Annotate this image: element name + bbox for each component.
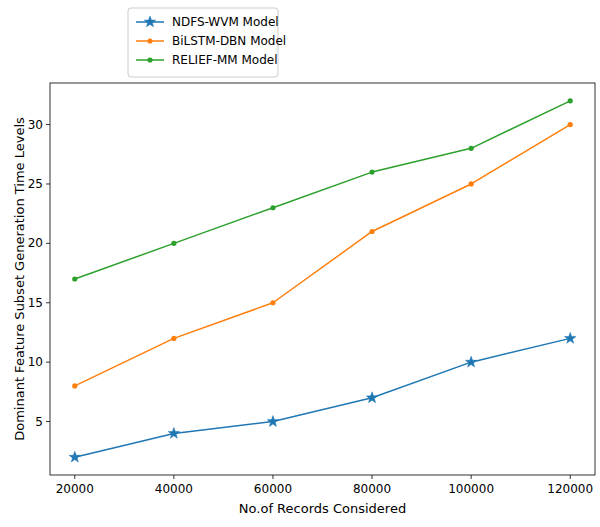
x-tick — [272, 475, 273, 479]
legend-label: RELIEF-MM Model — [172, 53, 278, 67]
point — [369, 169, 374, 174]
point — [565, 332, 576, 343]
plot-area — [69, 98, 576, 462]
legend: NDFS-WVM Model BiLSTM-DBN Model RELIEF-MM … — [128, 8, 286, 77]
legend-label: BiLSTM-DBN Model — [172, 34, 286, 48]
x-tick — [471, 475, 472, 479]
x-tick-label: 120000 — [547, 482, 593, 496]
x-tick — [74, 475, 75, 479]
y-tick-label: 10 — [28, 355, 43, 369]
point — [171, 336, 176, 341]
point — [72, 383, 77, 388]
y-tick-label: 25 — [28, 177, 43, 191]
x-tick — [570, 475, 571, 479]
y-tick — [46, 124, 50, 125]
series-line — [75, 338, 570, 457]
x-tick-label: 20000 — [56, 482, 94, 496]
y-tick — [46, 302, 50, 303]
point — [366, 392, 377, 403]
y-tick-label: 30 — [28, 118, 43, 132]
y-tick-label: 5 — [35, 415, 43, 429]
plot-frame — [50, 83, 595, 475]
point — [369, 229, 374, 234]
point — [568, 98, 573, 103]
x-axis-label: No.of Records Considered — [239, 501, 406, 516]
point — [72, 276, 77, 281]
point — [171, 241, 176, 246]
legend-label: NDFS-WVM Model — [172, 15, 279, 29]
x-tick — [372, 475, 373, 479]
chart: 20000 40000 60000 80000 100000 120000 5 10 15 20 2… — [0, 0, 600, 527]
point — [469, 181, 474, 186]
point — [270, 300, 275, 305]
x-tick-label: 80000 — [353, 482, 391, 496]
point — [69, 451, 80, 462]
x-tick-label: 60000 — [254, 482, 292, 496]
y-tick — [46, 243, 50, 244]
legend-marker — [147, 57, 152, 62]
y-tick-label: 20 — [28, 236, 43, 250]
y-tick — [46, 362, 50, 363]
y-tick — [46, 183, 50, 184]
point — [469, 146, 474, 151]
point — [568, 122, 573, 127]
legend-marker — [147, 38, 152, 43]
point — [270, 205, 275, 210]
point — [168, 427, 179, 438]
point — [465, 356, 476, 367]
y-tick — [46, 421, 50, 422]
x-tick — [173, 475, 174, 479]
x-tick-label: 100000 — [448, 482, 494, 496]
series-line — [75, 125, 570, 386]
series-line — [75, 101, 570, 279]
legend-marker — [144, 16, 155, 27]
x-tick-label: 40000 — [155, 482, 193, 496]
y-axis-label: Dominant Feature Subset Generation Time … — [12, 117, 27, 441]
point — [267, 416, 278, 427]
y-tick-label: 15 — [28, 296, 43, 310]
